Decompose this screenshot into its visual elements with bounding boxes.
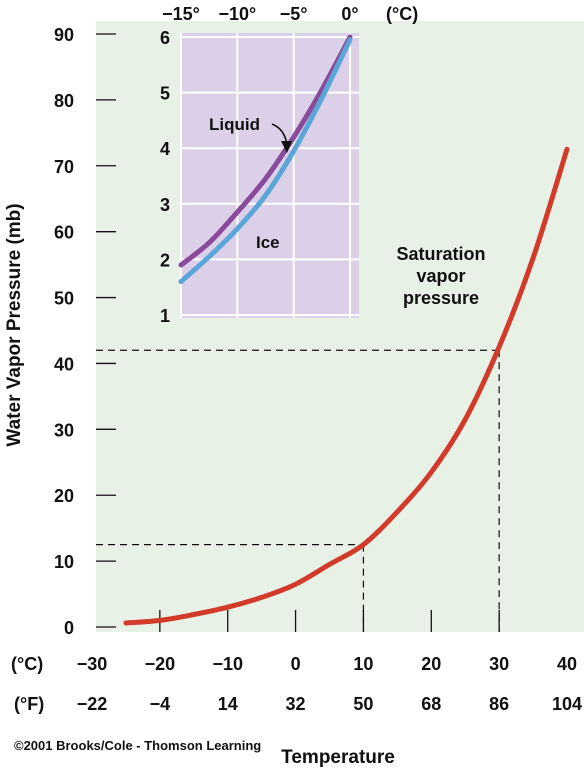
x-tick-label-celsius: −30: [77, 654, 108, 674]
x-tick-label-fahrenheit: −4: [150, 694, 171, 714]
main-axes: 0 10 20 30 40 50 60 70 80 90: [54, 25, 500, 638]
x-tick-label-fahrenheit: −22: [77, 694, 108, 714]
y-tick-label: 40: [54, 354, 74, 374]
y-tick-label: 10: [54, 552, 74, 572]
x-tick-label-celsius: 40: [557, 654, 577, 674]
inset-x-tick-label: 0°: [341, 4, 358, 24]
x-tick-label-celsius: −20: [145, 654, 176, 674]
main-series: [123, 146, 570, 626]
inset-x-tick-label: −10°: [218, 4, 256, 24]
y-tick-label: 30: [54, 420, 74, 440]
saturation-vapor-pressure-line: [123, 146, 570, 626]
y-tick-label: 0: [64, 618, 74, 638]
x-tick-labels: (°C) (°F) −30 −20 −10 0 10 20 30 40 −22 −4 14 32 50 68 8…: [11, 654, 582, 714]
inset-label-liquid: Liquid: [209, 115, 260, 134]
x-tick-label-fahrenheit: 14: [218, 694, 238, 714]
inset-label-ice: Ice: [256, 233, 280, 252]
inset-y-tick-label: 5: [160, 84, 170, 104]
x-tick-label-celsius: 10: [353, 654, 373, 674]
y-tick-label: 60: [54, 223, 74, 243]
annotation-line: pressure: [403, 288, 479, 308]
inset-y-tick-label: 3: [160, 195, 170, 215]
x-tick-label-fahrenheit: 50: [353, 694, 373, 714]
y-tick-label: 80: [54, 91, 74, 111]
inset-y-tick-label: 4: [160, 139, 170, 159]
y-tick-label: 20: [54, 486, 74, 506]
inset-series-ice: [178, 37, 353, 285]
y-tick-label: 50: [54, 289, 74, 309]
inset-chart: −15° −10° −5° 0° (°C) 1 2 3 4 5 6 Liquid Ice: [160, 4, 418, 326]
x-tick-label-fahrenheit: 104: [552, 694, 582, 714]
x-tick-label-fahrenheit: 86: [489, 694, 509, 714]
x-tick-label-celsius: 30: [489, 654, 509, 674]
credit-text: ©2001 Brooks/Cole - Thomson Learning: [14, 738, 261, 753]
annotation-line: Saturation: [396, 244, 485, 264]
x-tick-label-celsius: −10: [212, 654, 243, 674]
inset-x-tick-label: −15°: [162, 4, 200, 24]
y-axis-label: Water Vapor Pressure (mb): [4, 203, 25, 446]
inset-liquid-arrowhead: [281, 141, 292, 153]
x-tick-label-celsius: 20: [421, 654, 441, 674]
inset-x-tick-label: −5°: [280, 4, 308, 24]
inset-x-unit: (°C): [386, 4, 418, 24]
x-tick-label-fahrenheit: 32: [286, 694, 306, 714]
x-unit-fahrenheit: (°F): [14, 694, 44, 714]
annotation-line: vapor: [416, 266, 465, 286]
inset-series-liquid: [178, 34, 353, 268]
x-tick-label-celsius: 0: [291, 654, 301, 674]
reference-lines: [96, 349, 500, 632]
inset-y-tick-label: 1: [160, 306, 170, 326]
x-unit-celsius: (°C): [11, 654, 43, 674]
x-axis-label: Temperature: [281, 747, 395, 768]
x-tick-label-fahrenheit: 68: [421, 694, 441, 714]
inset-y-tick-label: 2: [160, 250, 170, 270]
y-tick-label: 70: [54, 157, 74, 177]
inset-y-tick-label: 6: [160, 28, 170, 48]
y-tick-label: 90: [54, 25, 74, 45]
